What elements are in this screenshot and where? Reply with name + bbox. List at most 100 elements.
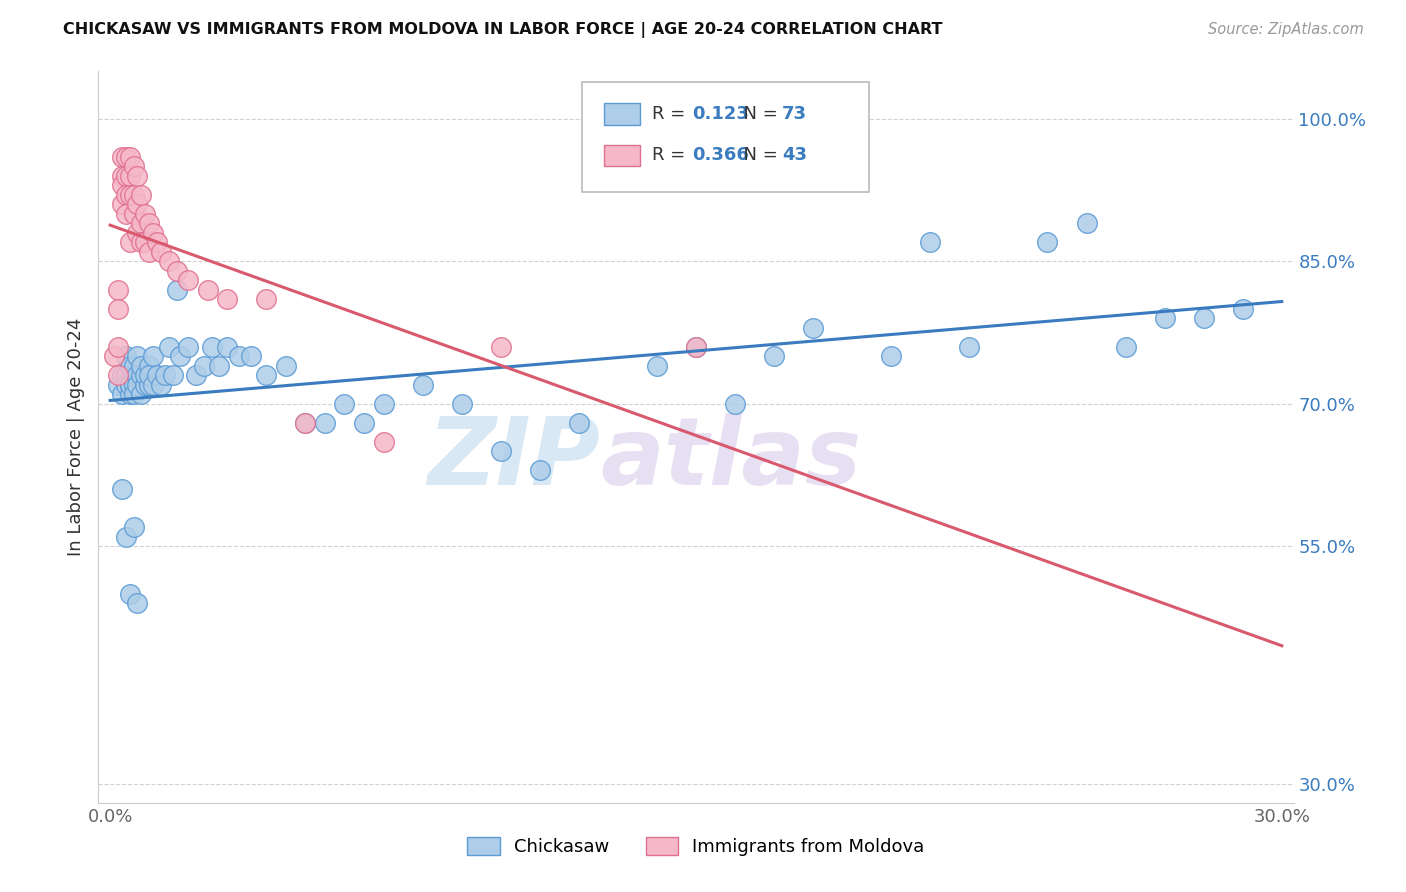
Point — [166, 264, 188, 278]
Point — [228, 349, 250, 363]
Point — [201, 340, 224, 354]
Point — [114, 377, 136, 392]
Point — [107, 368, 129, 383]
Point — [239, 349, 262, 363]
Point — [122, 359, 145, 373]
Y-axis label: In Labor Force | Age 20-24: In Labor Force | Age 20-24 — [66, 318, 84, 557]
Point — [169, 349, 191, 363]
Point — [118, 387, 141, 401]
Point — [114, 207, 136, 221]
Point — [114, 349, 136, 363]
Point — [1232, 301, 1254, 316]
Point — [274, 359, 297, 373]
Point — [127, 349, 149, 363]
Point — [146, 235, 169, 250]
Point — [184, 368, 207, 383]
Point — [450, 397, 472, 411]
Point — [122, 377, 145, 392]
Point — [134, 377, 156, 392]
Point — [1153, 311, 1175, 326]
Point — [568, 416, 591, 430]
Point — [131, 187, 153, 202]
Point — [111, 150, 134, 164]
Point — [118, 377, 141, 392]
Point — [122, 520, 145, 534]
Point — [114, 530, 136, 544]
Point — [131, 359, 153, 373]
Point — [122, 387, 145, 401]
Point — [127, 169, 149, 183]
Point — [294, 416, 316, 430]
Point — [880, 349, 903, 363]
Point — [111, 368, 134, 383]
FancyBboxPatch shape — [605, 103, 640, 125]
Point — [134, 235, 156, 250]
Point — [254, 293, 277, 307]
Point — [122, 187, 145, 202]
Point — [122, 368, 145, 383]
Text: 73: 73 — [782, 104, 807, 123]
Point — [333, 397, 356, 411]
Point — [217, 293, 239, 307]
Point — [294, 416, 316, 430]
Text: 43: 43 — [782, 146, 807, 164]
Point — [217, 340, 239, 354]
Point — [208, 359, 231, 373]
Text: N =: N = — [733, 146, 783, 164]
Text: Source: ZipAtlas.com: Source: ZipAtlas.com — [1208, 22, 1364, 37]
Point — [107, 283, 129, 297]
Point — [177, 273, 200, 287]
Point — [412, 377, 434, 392]
Point — [107, 377, 129, 392]
Point — [127, 368, 149, 383]
Point — [153, 368, 176, 383]
Point — [118, 187, 141, 202]
Point — [107, 301, 129, 316]
Point — [920, 235, 942, 250]
Point — [724, 397, 747, 411]
FancyBboxPatch shape — [582, 82, 869, 192]
Point — [122, 207, 145, 221]
Point — [138, 244, 160, 259]
Point — [489, 444, 512, 458]
Point — [801, 321, 824, 335]
Point — [111, 169, 134, 183]
Point — [114, 368, 136, 383]
Text: R =: R = — [652, 104, 690, 123]
Point — [142, 377, 165, 392]
Point — [107, 340, 129, 354]
Point — [489, 340, 512, 354]
Point — [118, 150, 141, 164]
Point — [157, 254, 180, 268]
Point — [118, 169, 141, 183]
Point — [118, 235, 141, 250]
Text: CHICKASAW VS IMMIGRANTS FROM MOLDOVA IN LABOR FORCE | AGE 20-24 CORRELATION CHAR: CHICKASAW VS IMMIGRANTS FROM MOLDOVA IN … — [63, 22, 943, 38]
Point — [127, 197, 149, 211]
Point — [138, 216, 160, 230]
Point — [157, 340, 180, 354]
Point — [1036, 235, 1059, 250]
Point — [134, 368, 156, 383]
Point — [149, 377, 172, 392]
Point — [254, 368, 277, 383]
Text: 0.366: 0.366 — [692, 146, 749, 164]
Point — [111, 387, 134, 401]
Point — [122, 159, 145, 173]
Point — [131, 387, 153, 401]
Point — [138, 377, 160, 392]
Point — [197, 283, 219, 297]
Point — [1076, 216, 1098, 230]
Point — [127, 226, 149, 240]
Point — [685, 340, 707, 354]
Point — [142, 226, 165, 240]
Point — [127, 377, 149, 392]
Point — [111, 197, 134, 211]
Point — [118, 359, 141, 373]
Text: R =: R = — [652, 146, 690, 164]
Point — [138, 368, 160, 383]
Point — [118, 377, 141, 392]
Point — [114, 169, 136, 183]
Point — [314, 416, 336, 430]
Text: ZIP: ZIP — [427, 413, 600, 505]
Point — [118, 587, 141, 601]
